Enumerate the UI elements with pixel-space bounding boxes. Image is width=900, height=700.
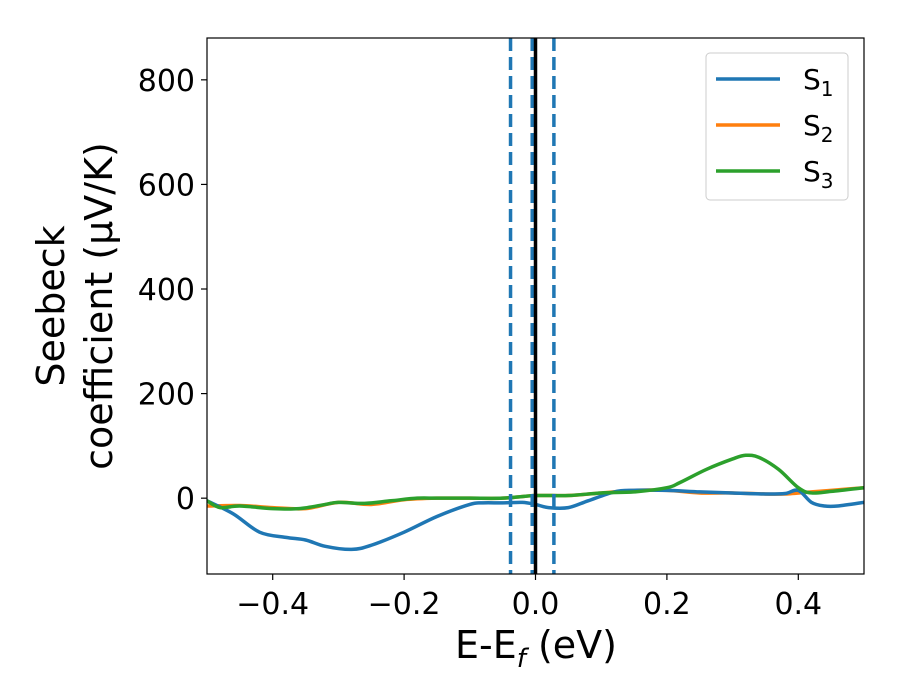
series-line-S1 xyxy=(207,488,864,552)
series-line-S3 xyxy=(207,453,864,511)
x-tick-label: 0.4 xyxy=(774,587,822,622)
x-axis-label-suffix: (eV) xyxy=(526,623,617,667)
y-axis-label-line1: Seebeck xyxy=(29,225,73,386)
x-axis-label: E-Ef (eV) xyxy=(455,623,617,674)
x-tick-label: 0.2 xyxy=(643,587,691,622)
legend-label: S1 xyxy=(803,63,834,101)
legend-label: S2 xyxy=(803,109,834,147)
y-tick-label: 600 xyxy=(138,168,195,203)
y-tick-label: 200 xyxy=(138,378,195,413)
x-tick-label: −0.4 xyxy=(236,587,309,622)
x-tick-label: 0.0 xyxy=(512,587,560,622)
y-tick-label: 400 xyxy=(138,273,195,308)
x-axis-label-main: E-E xyxy=(455,623,517,667)
legend: S1 S2 S3 xyxy=(705,52,849,201)
x-tick-label: −0.2 xyxy=(368,587,441,622)
y-tick-label: 800 xyxy=(138,64,195,99)
legend-label: S3 xyxy=(803,155,834,193)
y-axis-label-line2: coefficient (μV/K) xyxy=(77,142,121,470)
y-tick-label: 0 xyxy=(176,482,195,517)
